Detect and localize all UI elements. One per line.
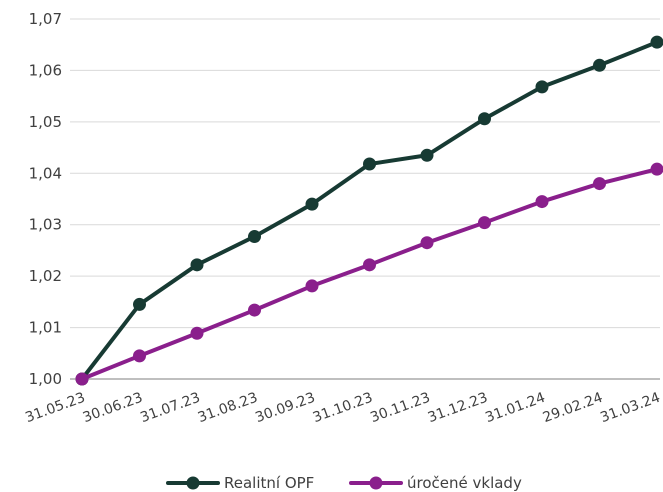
legend-marker-0 <box>187 477 200 490</box>
data-point <box>306 198 319 211</box>
y-tick-label: 1,02 <box>29 267 62 285</box>
x-tick-label: 31.08.23 <box>196 390 260 426</box>
series-line-1 <box>82 169 657 379</box>
y-axis: 1,00 1,01 1,02 1,03 1,04 1,05 1,06 1,07 <box>29 10 62 388</box>
data-point <box>363 158 376 171</box>
x-axis: 31.05.2330.06.2331.07.2331.08.2330.09.23… <box>23 379 662 426</box>
legend: Realitní OPF úročené vklady <box>168 474 522 492</box>
y-tick-label: 1,00 <box>29 370 62 388</box>
data-point <box>133 298 146 311</box>
data-point <box>248 230 261 243</box>
data-point <box>421 236 434 249</box>
data-point <box>651 163 663 176</box>
series-line-0 <box>82 42 657 379</box>
data-point <box>536 80 549 93</box>
data-point <box>651 36 663 49</box>
x-tick-label: 31.10.23 <box>311 390 375 426</box>
data-point <box>191 258 204 271</box>
y-tick-label: 1,07 <box>29 10 62 28</box>
y-tick-label: 1,05 <box>29 113 62 131</box>
x-tick-label: 31.07.23 <box>138 390 202 426</box>
x-tick-label: 31.12.23 <box>426 390 490 426</box>
data-point <box>191 327 204 340</box>
x-tick-label: 31.05.23 <box>23 390 87 426</box>
y-tick-label: 1,03 <box>29 216 62 234</box>
x-tick-label: 30.09.23 <box>253 390 317 426</box>
legend-label: úročené vklady <box>407 474 522 492</box>
legend-marker-1 <box>370 477 383 490</box>
data-point <box>248 304 261 317</box>
data-point <box>478 112 491 125</box>
gridlines <box>70 19 660 328</box>
x-tick-label: 30.11.23 <box>368 390 432 426</box>
data-point <box>133 349 146 362</box>
x-tick-label: 31.03.24 <box>598 390 662 426</box>
legend-label: Realitní OPF <box>224 474 314 492</box>
x-tick-label: 29.02.24 <box>541 390 605 426</box>
data-point <box>478 216 491 229</box>
data-point <box>76 373 89 386</box>
y-tick-label: 1,06 <box>29 61 62 79</box>
data-point <box>306 279 319 292</box>
data-point <box>536 195 549 208</box>
data-point <box>363 258 376 271</box>
y-tick-label: 1,04 <box>29 164 62 182</box>
series-group <box>76 36 663 386</box>
x-tick-label: 30.06.23 <box>81 390 145 426</box>
data-point <box>593 59 606 72</box>
data-point <box>421 149 434 162</box>
y-tick-label: 1,01 <box>29 319 62 337</box>
data-point <box>593 177 606 190</box>
x-tick-label: 31.01.24 <box>483 390 547 426</box>
